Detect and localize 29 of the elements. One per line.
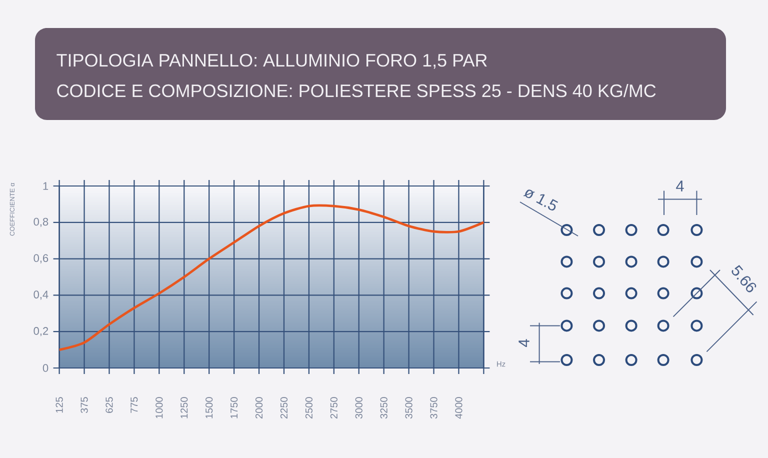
x-tick-label: 4000 bbox=[455, 397, 462, 419]
x-tick-label: 775 bbox=[130, 397, 138, 413]
x-tick-label: 3500 bbox=[405, 397, 412, 419]
x-tick-label: 1500 bbox=[206, 397, 213, 418]
chart-subtitle: CODICE E COMPOSIZIONE: POLIESTERE SPESS 25 - DENS 40 KG/MC bbox=[57, 84, 656, 98]
chart-title: TIPOLOGIA PANNELLO: ALLUMINIO FORO 1,5 PAR bbox=[56, 54, 487, 69]
x-tick-label: 2500 bbox=[305, 397, 312, 418]
x-tick-label: 1000 bbox=[156, 397, 163, 418]
x-tick-label: 1250 bbox=[180, 397, 188, 418]
x-tick-label: 2000 bbox=[255, 397, 263, 418]
line-series bbox=[59, 204, 484, 351]
x-tick-label: 1750 bbox=[230, 397, 238, 418]
x-tick-label: 375 bbox=[80, 397, 88, 414]
text: ø 1.5 bbox=[523, 190, 558, 210]
x-tick-label: 125 bbox=[56, 397, 63, 413]
x-tick-label: 2750 bbox=[330, 397, 338, 418]
x-tick-label: 3250 bbox=[380, 397, 388, 419]
y-tick-label: 1 bbox=[43, 182, 48, 190]
x-tick-label: 2250 bbox=[280, 397, 288, 418]
x-tick-label: 625 bbox=[106, 397, 113, 413]
text: 4 bbox=[518, 339, 530, 347]
y-tick-label: 0,8 bbox=[34, 218, 48, 227]
text: 4 bbox=[676, 180, 684, 192]
y-tick-label: 0,6 bbox=[34, 254, 48, 264]
y-tick-label: 0,2 bbox=[34, 327, 48, 336]
x-tick-label: 3000 bbox=[355, 397, 362, 419]
y-tick-label: 0,4 bbox=[34, 290, 48, 300]
y-tick-label: 0 bbox=[42, 364, 48, 372]
x-tick-label: 3750 bbox=[430, 397, 438, 419]
